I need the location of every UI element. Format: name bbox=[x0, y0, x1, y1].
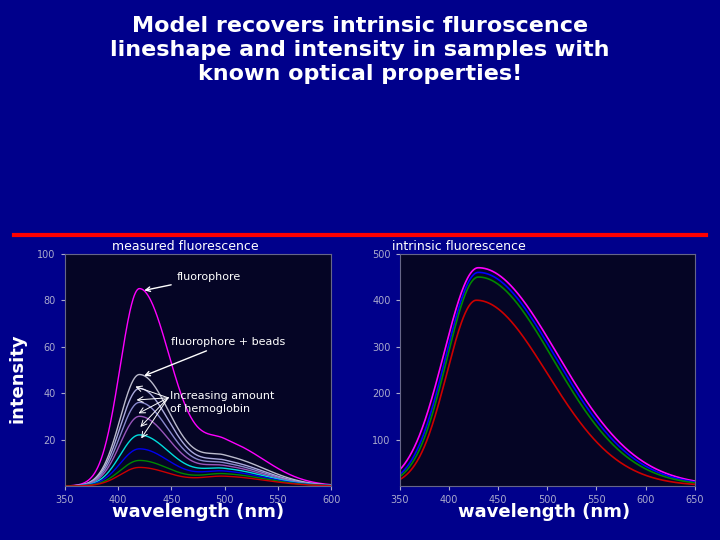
Text: fluorophore + beads: fluorophore + beads bbox=[145, 337, 286, 376]
Text: Increasing amount
of hemoglobin: Increasing amount of hemoglobin bbox=[171, 391, 274, 414]
Text: fluorophore: fluorophore bbox=[145, 272, 241, 292]
Text: Model recovers intrinsic fluroscence
lineshape and intensity in samples with
kno: Model recovers intrinsic fluroscence lin… bbox=[110, 16, 610, 84]
Text: intrinsic fluorescence: intrinsic fluorescence bbox=[392, 240, 526, 253]
Text: wavelength (nm): wavelength (nm) bbox=[457, 503, 630, 521]
Text: measured fluorescence: measured fluorescence bbox=[112, 240, 258, 253]
Text: wavelength (nm): wavelength (nm) bbox=[112, 503, 284, 521]
Text: intensity: intensity bbox=[9, 333, 27, 423]
